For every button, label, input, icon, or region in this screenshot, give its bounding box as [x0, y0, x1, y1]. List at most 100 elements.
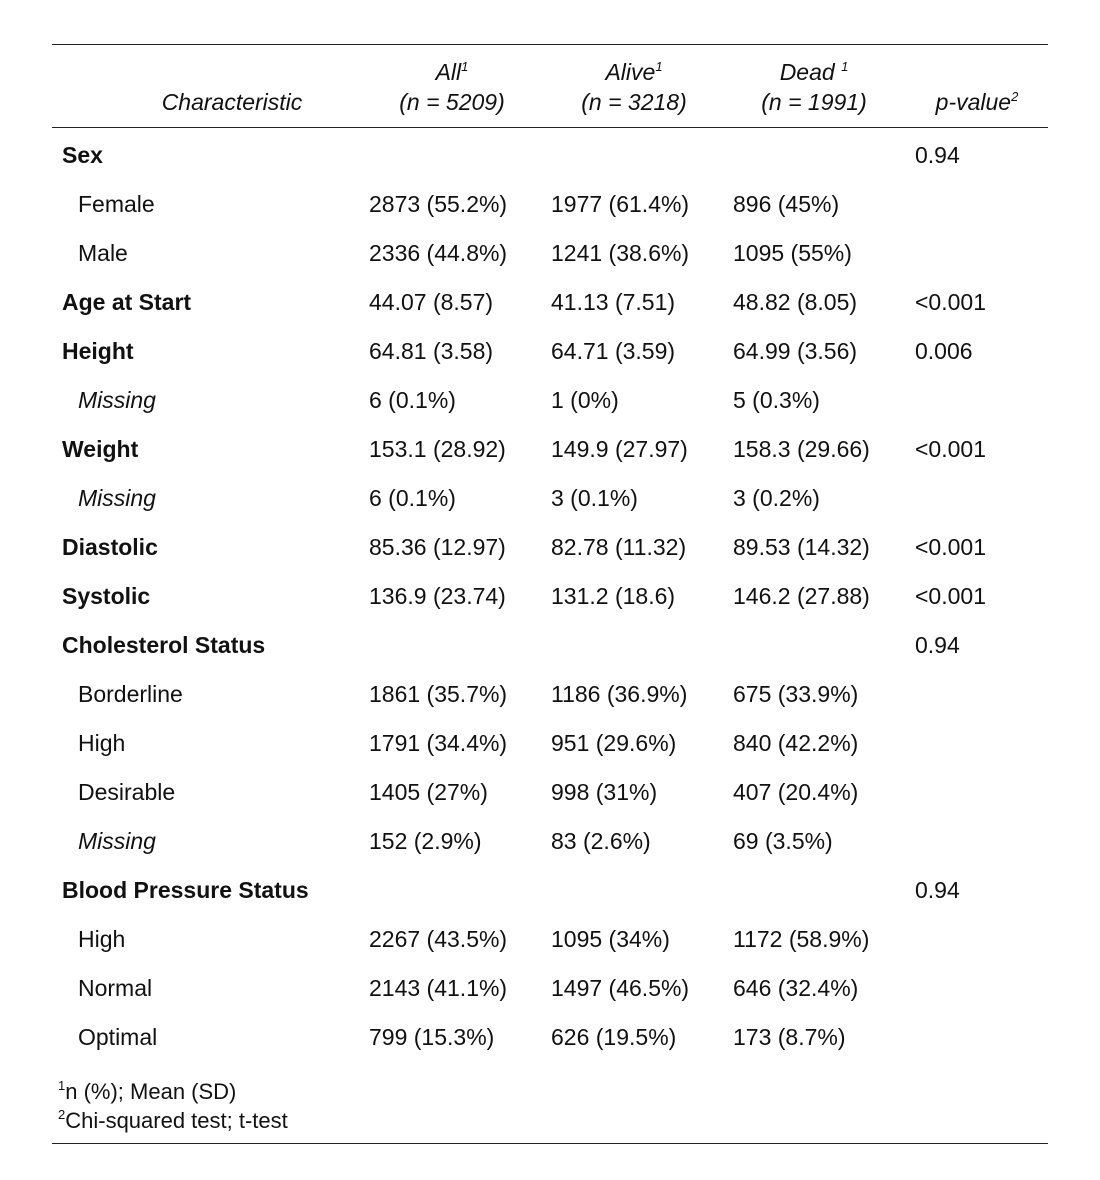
row-label: Missing — [78, 828, 156, 854]
footnote-text: n (%); Mean (SD) — [65, 1079, 237, 1104]
cell-dead: 48.82 (8.05) — [733, 289, 858, 315]
header-alive: Alive1 (n = 3218) — [544, 57, 724, 117]
table-footnotes: 1n (%); Mean (SD) 2Chi-squared test; t-t… — [52, 1063, 1048, 1143]
header-alive-n: (n = 3218) — [581, 89, 687, 115]
cell-alive: 1 (0%) — [551, 387, 619, 413]
bottom-rule — [52, 1143, 1048, 1144]
cell-dead: 158.3 (29.66) — [733, 436, 870, 462]
cell-alive: 131.2 (18.6) — [551, 583, 676, 609]
cell-alive: 626 (19.5%) — [551, 1024, 677, 1050]
cell-dead: 3 (0.2%) — [733, 485, 820, 511]
row-label: Female — [78, 191, 155, 217]
header-p-label: p-value — [935, 89, 1012, 115]
row-label: Age at Start — [62, 289, 192, 315]
table-row: Missing 152 (2.9%) 83 (2.6%) 69 (3.5%) — [52, 818, 1048, 867]
row-label: Weight — [62, 436, 139, 462]
cell-dead: 1095 (55%) — [733, 240, 852, 266]
footnote-mark: 2 — [58, 1107, 66, 1122]
cell-all: 64.81 (3.58) — [369, 338, 494, 364]
cell-dead: 896 (45%) — [733, 191, 840, 217]
table-row: Desirable 1405 (27%) 998 (31%) 407 (20.4%) — [52, 769, 1048, 818]
header-dead-label: Dead — [779, 59, 842, 85]
header-characteristic: Characteristic — [161, 89, 303, 115]
cell-alive: 41.13 (7.51) — [551, 289, 676, 315]
cell-all: 1405 (27%) — [369, 779, 488, 805]
cell-all: 152 (2.9%) — [369, 828, 482, 854]
cell-p-value: 0.94 — [915, 142, 960, 168]
cell-all: 136.9 (23.74) — [369, 583, 506, 609]
cell-p-value: 0.94 — [915, 877, 960, 903]
cell-all: 6 (0.1%) — [369, 387, 456, 413]
header-all-n: (n = 5209) — [399, 89, 505, 115]
row-label: Cholesterol Status — [62, 632, 266, 658]
cell-alive: 64.71 (3.59) — [551, 338, 676, 364]
cell-alive: 149.9 (27.97) — [551, 436, 688, 462]
header-dead: Dead 1 (n = 1991) — [724, 57, 904, 117]
cell-all: 1791 (34.4%) — [369, 730, 508, 756]
cell-all: 2267 (43.5%) — [369, 926, 508, 952]
footnote: 2Chi-squared test; t-test — [58, 1106, 1048, 1135]
cell-alive: 1241 (38.6%) — [551, 240, 690, 266]
footnote: 1n (%); Mean (SD) — [58, 1077, 1048, 1106]
cell-dead: 5 (0.3%) — [733, 387, 820, 413]
row-label: High — [78, 926, 126, 952]
row-label: Sex — [62, 142, 103, 168]
header-all: All1 (n = 5209) — [362, 57, 542, 117]
cell-p-value: <0.001 — [915, 436, 986, 462]
cell-p-value: <0.001 — [915, 583, 986, 609]
header-alive-label: Alive — [605, 59, 656, 85]
cell-alive: 82.78 (11.32) — [551, 534, 687, 560]
cell-dead: 69 (3.5%) — [733, 828, 833, 854]
table-body: Sex 0.94 Female 2873 (55.2%) 1977 (61.4%) 89… — [52, 128, 1048, 1063]
cell-dead: 840 (42.2%) — [733, 730, 859, 756]
cell-alive: 83 (2.6%) — [551, 828, 651, 854]
header-dead-n: (n = 1991) — [761, 89, 867, 115]
cell-alive: 1095 (34%) — [551, 926, 670, 952]
table-row: Female 2873 (55.2%) 1977 (61.4%) 896 (45%) — [52, 181, 1048, 230]
table-header: Characteristic All1 (n = 5209) Alive1 (n… — [52, 45, 1048, 127]
footnote-text: Chi-squared test; t-test — [65, 1108, 288, 1133]
cell-alive: 951 (29.6%) — [551, 730, 677, 756]
row-label: Normal — [78, 975, 153, 1001]
header-rule — [52, 127, 1048, 128]
cell-all: 2336 (44.8%) — [369, 240, 508, 266]
row-label: Desirable — [78, 779, 176, 805]
table-row: Sex 0.94 — [52, 132, 1048, 181]
table-row: Diastolic 85.36 (12.97) 82.78 (11.32) 89.53… — [52, 524, 1048, 573]
header-p-value: p-value2 — [912, 87, 1042, 117]
table-row: Optimal 799 (15.3%) 626 (19.5%) 173 (8.7%) — [52, 1014, 1048, 1063]
header-dead-footnote-mark: 1 — [841, 59, 849, 74]
cell-all: 153.1 (28.92) — [369, 436, 506, 462]
cell-dead: 675 (33.9%) — [733, 681, 859, 707]
cell-all: 799 (15.3%) — [369, 1024, 495, 1050]
cell-all: 85.36 (12.97) — [369, 534, 506, 560]
footnote-mark: 1 — [58, 1078, 66, 1093]
cell-alive: 1186 (36.9%) — [551, 681, 688, 707]
cell-p-value: 0.94 — [915, 632, 960, 658]
cell-p-value: <0.001 — [915, 534, 986, 560]
cell-dead: 89.53 (14.32) — [733, 534, 870, 560]
cell-dead: 64.99 (3.56) — [733, 338, 858, 364]
table-row: High 2267 (43.5%) 1095 (34%) 1172 (58.9%) — [52, 916, 1048, 965]
cell-alive: 998 (31%) — [551, 779, 658, 805]
cell-all: 6 (0.1%) — [369, 485, 456, 511]
cell-dead: 646 (32.4%) — [733, 975, 859, 1001]
table-row: Blood Pressure Status 0.94 — [52, 867, 1048, 916]
row-label: Borderline — [78, 681, 183, 707]
header-alive-footnote-mark: 1 — [655, 59, 663, 74]
row-label: Missing — [78, 485, 156, 511]
table-row: Borderline 1861 (35.7%) 1186 (36.9%) 675 (3… — [52, 671, 1048, 720]
row-label: Blood Pressure Status — [62, 877, 309, 903]
cell-p-value: <0.001 — [915, 289, 986, 315]
header-all-footnote-mark: 1 — [461, 59, 469, 74]
table-row: Age at Start 44.07 (8.57) 41.13 (7.51) 48.8… — [52, 279, 1048, 328]
top-rule — [52, 44, 1048, 45]
table-row: High 1791 (34.4%) 951 (29.6%) 840 (42.2%) — [52, 720, 1048, 769]
row-label: Optimal — [78, 1024, 158, 1050]
table-row: Weight 153.1 (28.92) 149.9 (27.97) 158.3 (2… — [52, 426, 1048, 475]
row-label: High — [78, 730, 126, 756]
table-row: Missing 6 (0.1%) 1 (0%) 5 (0.3%) — [52, 377, 1048, 426]
cell-all: 44.07 (8.57) — [369, 289, 494, 315]
cell-all: 2143 (41.1%) — [369, 975, 508, 1001]
cell-alive: 1977 (61.4%) — [551, 191, 690, 217]
